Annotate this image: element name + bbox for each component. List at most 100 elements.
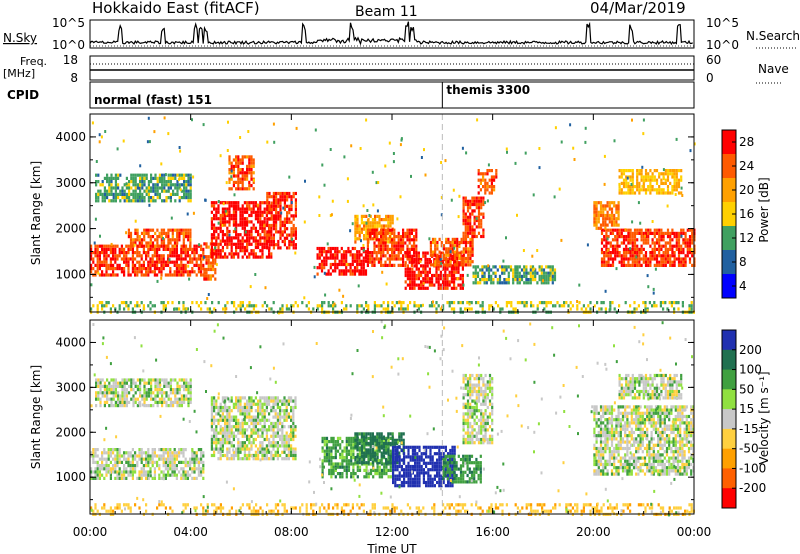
power-cell: [219, 201, 222, 205]
power-cell: [622, 178, 626, 182]
power-cell: [184, 231, 188, 235]
power-cell: [250, 174, 253, 178]
power-cell: [444, 270, 447, 274]
power-cell: [116, 254, 119, 258]
power-cell: [388, 247, 391, 251]
velocity-cell: [287, 415, 290, 419]
power-cell: [141, 173, 144, 177]
power-cell: [160, 267, 163, 271]
power-cell: [292, 239, 295, 244]
power-cell: [677, 307, 680, 311]
power-cell: [209, 274, 212, 278]
power-cell: [183, 192, 186, 196]
power-noise: [273, 140, 276, 144]
velocity-cell: [145, 476, 148, 480]
velocity-cell: [125, 470, 128, 474]
power-cell: [442, 256, 446, 261]
velocity-cell: [116, 457, 119, 461]
power-cell: [292, 191, 295, 196]
velocity-cell: [123, 467, 126, 471]
power-cell: [472, 271, 475, 275]
power-cell: [455, 270, 458, 274]
power-cell: [490, 191, 493, 195]
power-cell: [200, 263, 203, 267]
power-cell: [109, 267, 112, 271]
power-cell: [351, 253, 354, 257]
velocity-cell: [254, 409, 257, 413]
power-cell: [644, 172, 648, 176]
power-cell: [254, 245, 257, 250]
power-cell: [484, 188, 487, 192]
power-noise: [674, 193, 677, 196]
power-cell: [233, 304, 236, 308]
power-cell: [356, 221, 359, 225]
velocity-cell: [237, 421, 240, 426]
power-cell: [246, 304, 249, 308]
power-cell: [451, 244, 454, 248]
velocity-cell: [125, 457, 128, 461]
power-cell: [143, 183, 146, 187]
power-noise: [635, 255, 638, 259]
velocity-cell: [173, 467, 176, 471]
velocity-cell: [193, 451, 196, 455]
velocity-cell: [213, 421, 216, 426]
velocity-cell: [292, 418, 295, 422]
power-cell: [189, 231, 192, 235]
velocity-cell: [239, 425, 242, 429]
power-cell: [600, 241, 604, 245]
power-cell: [189, 183, 192, 187]
power-cell: [622, 228, 626, 232]
velocity-cell: [169, 457, 172, 461]
power-cell: [98, 263, 101, 267]
power-cell: [147, 270, 150, 274]
power-cell: [356, 262, 359, 267]
power-cell: [631, 175, 634, 179]
power-cell: [406, 267, 409, 271]
power-cell: [241, 204, 244, 208]
velocity-cell: [259, 405, 262, 410]
velocity-cell: [116, 473, 119, 477]
power-cell: [117, 173, 120, 177]
velocity-cell: [294, 425, 297, 429]
power-cell: [283, 230, 286, 234]
power-cell: [241, 223, 244, 227]
power-cell: [98, 244, 101, 248]
power-cell: [462, 222, 465, 226]
power-cell: [644, 238, 648, 242]
power-noise: [291, 237, 294, 241]
power-cell: [158, 235, 161, 239]
velocity-cell: [106, 397, 109, 401]
power-cell: [163, 183, 166, 187]
power-cell: [532, 304, 535, 308]
power-cell: [210, 201, 213, 205]
power-cell: [469, 237, 472, 241]
power-cell: [226, 255, 229, 259]
power-cell: [486, 172, 489, 176]
power-cell: [336, 253, 339, 257]
velocity-cell: [228, 421, 231, 426]
velocity-cell: [287, 402, 290, 406]
power-cell: [202, 254, 205, 258]
power-cell: [189, 192, 192, 196]
power-cell: [210, 210, 213, 214]
velocity-cell: [136, 464, 139, 468]
power-cell: [283, 243, 286, 247]
power-cell: [241, 242, 244, 246]
power-cell: [459, 283, 462, 287]
power-cell: [413, 235, 416, 239]
power-cell: [510, 304, 513, 308]
power-cell: [638, 251, 641, 255]
power-cell: [290, 214, 293, 218]
power-cell: [366, 254, 369, 258]
power-cell: [688, 257, 692, 261]
power-cell: [210, 252, 213, 256]
power-cell: [461, 267, 464, 271]
power-cell: [101, 307, 104, 311]
power-cell: [477, 212, 481, 216]
power-cell: [477, 185, 480, 189]
velocity-cell: [112, 467, 115, 471]
power-cell: [611, 260, 615, 264]
power-cell: [462, 234, 465, 239]
power-cell: [226, 213, 229, 218]
power-cell: [393, 257, 396, 261]
